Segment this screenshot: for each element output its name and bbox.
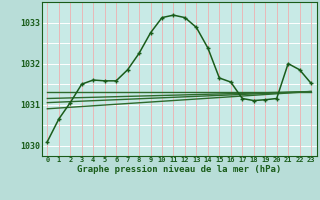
X-axis label: Graphe pression niveau de la mer (hPa): Graphe pression niveau de la mer (hPa) [77, 165, 281, 174]
